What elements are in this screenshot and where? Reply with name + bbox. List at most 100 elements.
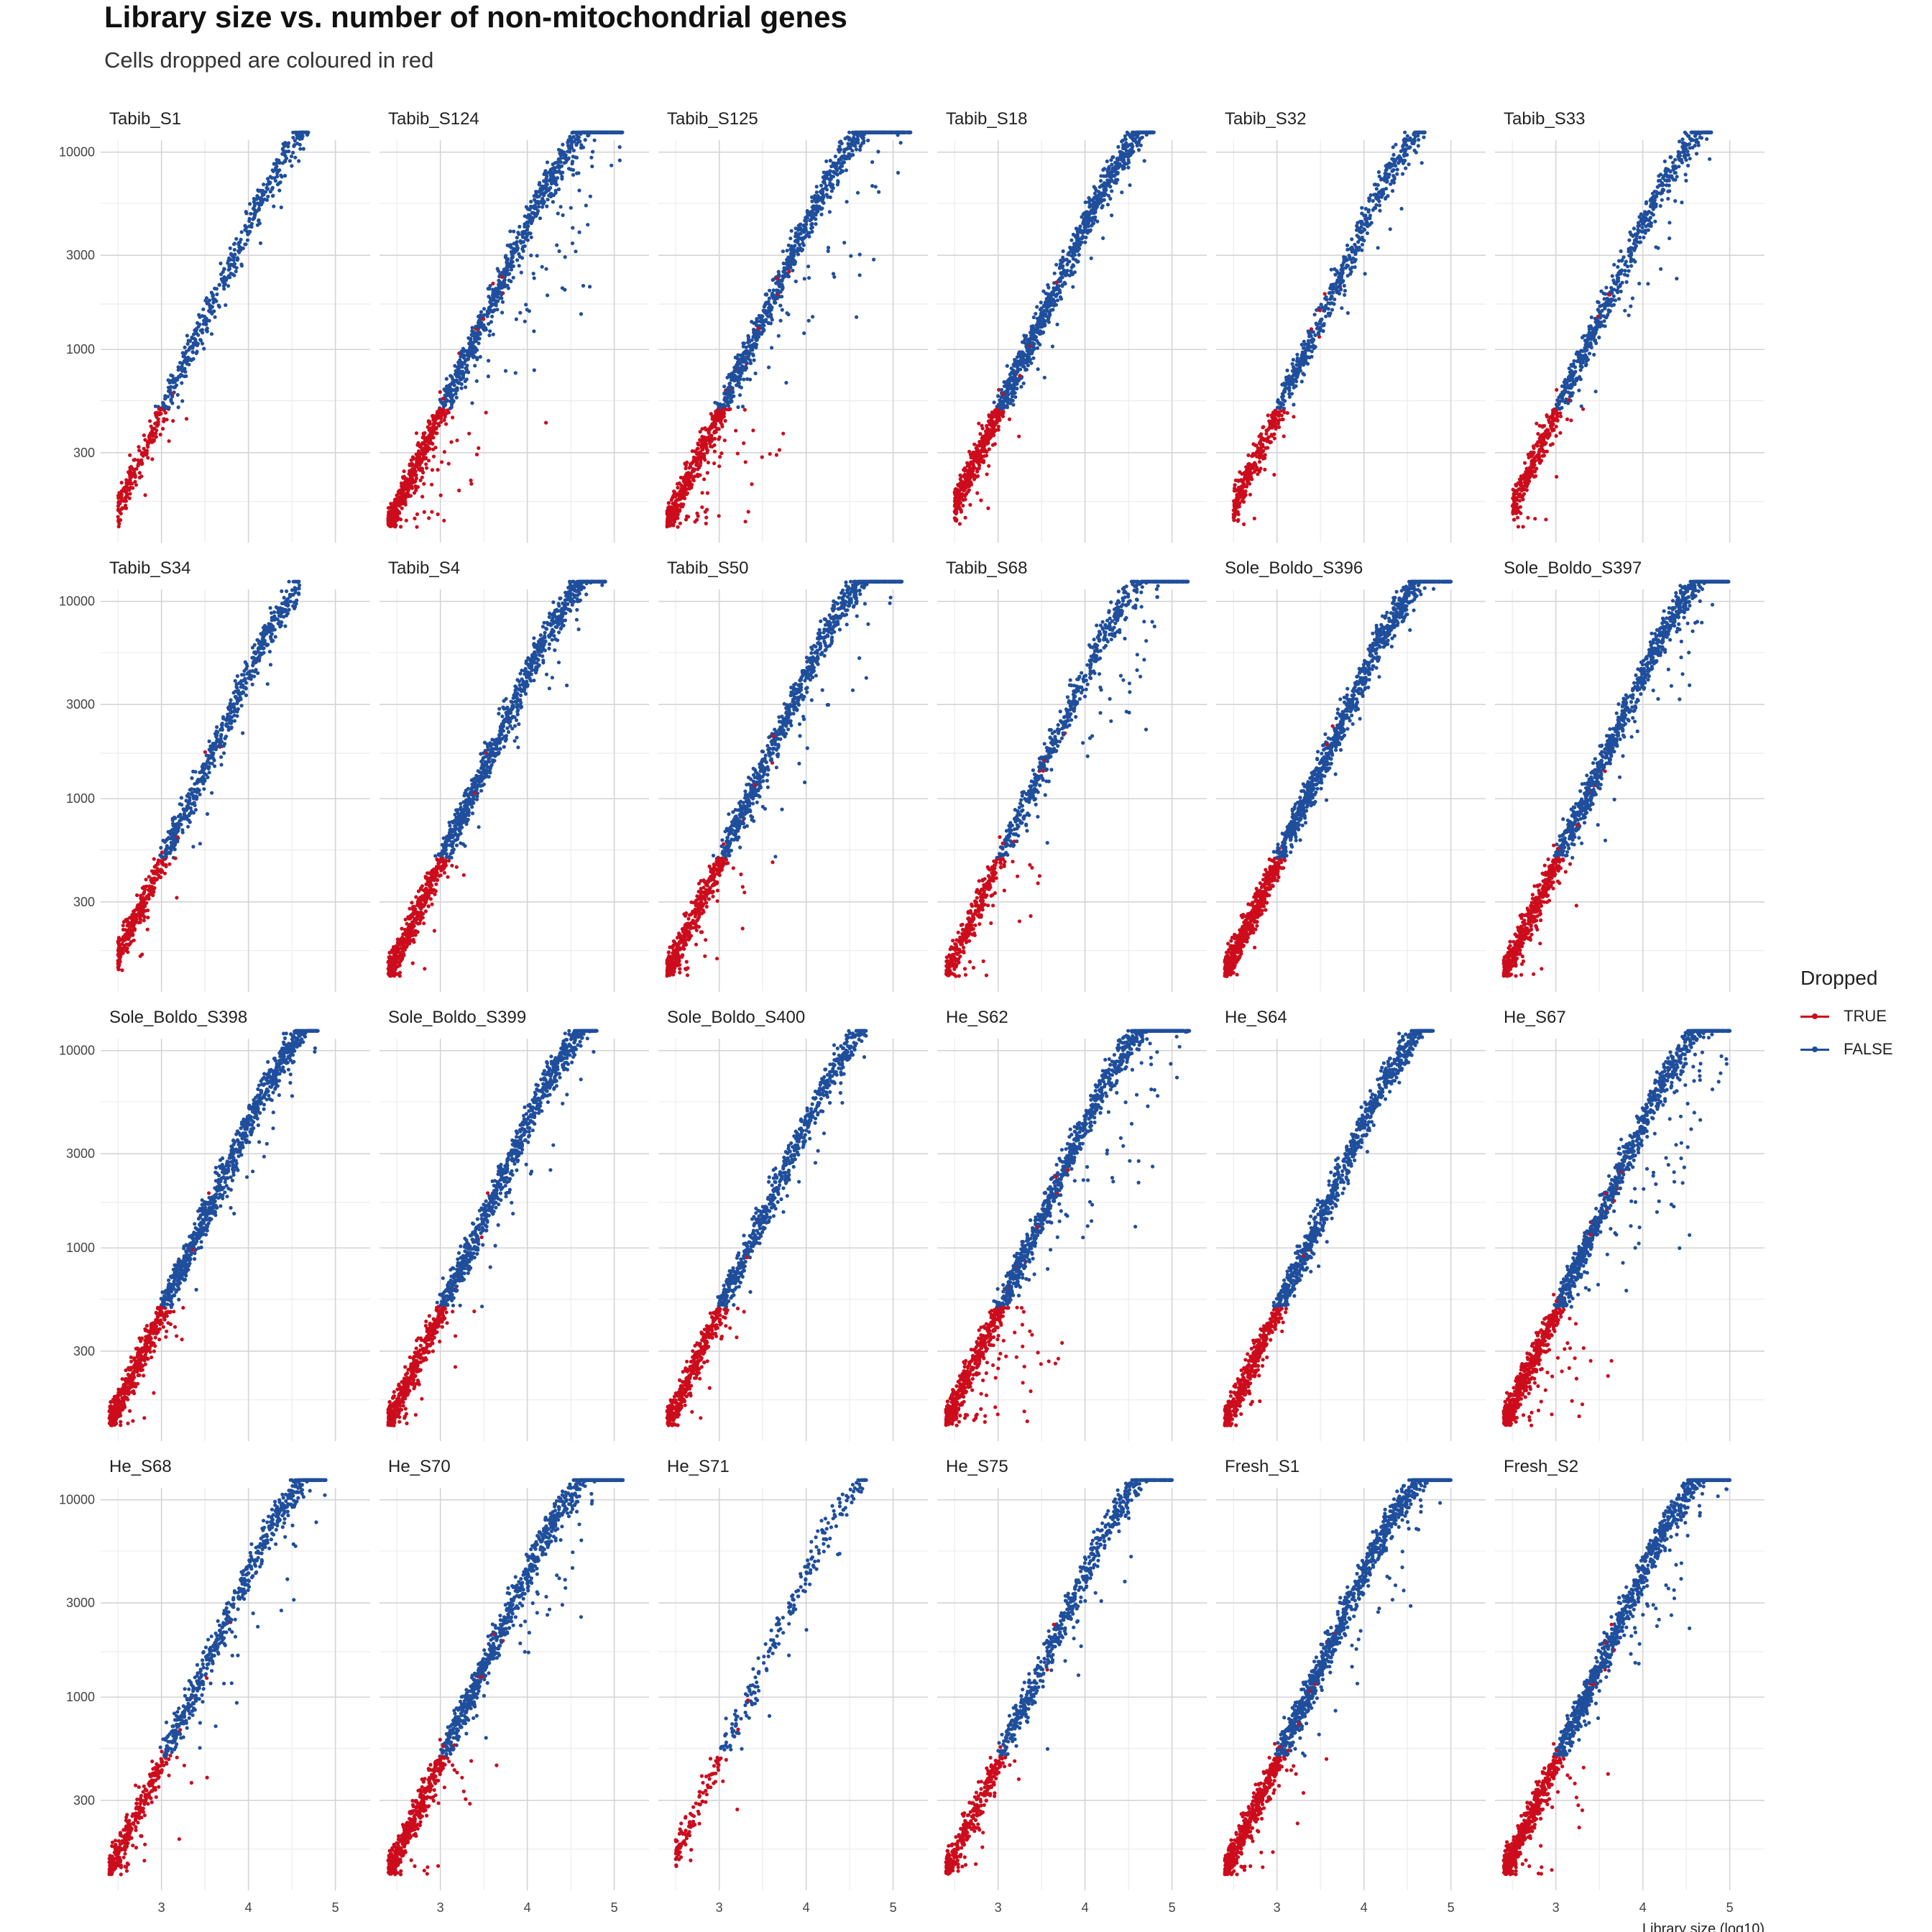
y-tick-label: 300 xyxy=(73,1793,95,1808)
panel-points xyxy=(1232,131,1427,526)
panel-he-s67: He_S67 xyxy=(1495,1008,1765,1441)
x-tick-label: 4 xyxy=(524,1900,531,1915)
panel-strip-label: He_S71 xyxy=(667,1457,730,1476)
panel-tabib-s68: Tabib_S68 xyxy=(937,558,1207,992)
x-axis-title: Library size (log10) xyxy=(1642,1921,1765,1932)
panel-strip-label: Tabib_S1 xyxy=(109,109,181,129)
x-tick-label: 3 xyxy=(437,1900,444,1915)
panel-points xyxy=(387,1029,599,1427)
panel-he-s75: He_S75 3 4 5 xyxy=(937,1457,1207,1915)
panel-fresh-s1: Fresh_S1 3 4 5 xyxy=(1216,1457,1486,1915)
legend-title: Dropped xyxy=(1800,967,1892,990)
x-tick-label: 5 xyxy=(890,1900,897,1915)
panel-points xyxy=(944,580,1190,978)
panel-points xyxy=(944,1029,1192,1427)
panel-strip-label: Fresh_S1 xyxy=(1225,1457,1300,1476)
panel-points xyxy=(387,131,625,529)
x-tick-label: 5 xyxy=(1726,1900,1734,1915)
panel-strip-label: He_S70 xyxy=(388,1457,451,1476)
panel-points xyxy=(116,580,302,972)
panel-sole-boldo-s397: Sole_Boldo_S397 xyxy=(1495,558,1765,992)
panel-strip-label: Tabib_S18 xyxy=(946,109,1027,129)
panel-points xyxy=(387,580,607,978)
panel-points xyxy=(1223,1478,1453,1877)
panel-strip-label: Tabib_S4 xyxy=(388,558,460,578)
x-tick-label: 4 xyxy=(245,1900,252,1915)
panel-tabib-s4: Tabib_S4 xyxy=(380,558,649,992)
panel-strip-label: He_S67 xyxy=(1504,1008,1566,1027)
panel-strip-label: Sole_Boldo_S400 xyxy=(667,1008,805,1027)
panel-he-s64: He_S64 xyxy=(1216,1008,1486,1441)
panel-points xyxy=(116,131,310,529)
panel-he-s62: He_S62 xyxy=(937,1008,1207,1441)
x-tick-label: 5 xyxy=(1169,1900,1176,1915)
y-tick-label: 1000 xyxy=(66,1241,95,1255)
panel-strip-label: Tabib_S33 xyxy=(1504,109,1585,129)
y-tick-label: 300 xyxy=(73,1344,95,1358)
panel-strip-label: Sole_Boldo_S397 xyxy=(1504,558,1642,578)
y-tick-label: 300 xyxy=(73,446,95,460)
y-tick-label: 1000 xyxy=(66,1690,95,1704)
y-tick-label: 3000 xyxy=(66,248,95,262)
panel-points xyxy=(1223,580,1453,978)
panel-points xyxy=(108,1478,328,1877)
x-tick-label: 4 xyxy=(1361,1900,1368,1915)
y-tick-label: 10000 xyxy=(59,594,95,609)
panel-points xyxy=(1502,1029,1732,1427)
panel-sole-boldo-s400: Sole_Boldo_S400 xyxy=(658,1008,928,1441)
y-tick-label: 10000 xyxy=(59,1493,95,1507)
panel-strip-label: Tabib_S34 xyxy=(109,558,190,578)
legend-item-true: TRUE xyxy=(1800,1000,1892,1033)
x-tick-label: 3 xyxy=(158,1900,165,1915)
panel-strip-label: Tabib_S32 xyxy=(1225,109,1306,129)
y-tick-label: 10000 xyxy=(59,1044,95,1058)
legend-key-true xyxy=(1800,1009,1829,1024)
y-tick-label: 3000 xyxy=(66,697,95,712)
y-tick-label: 300 xyxy=(73,895,95,909)
panel-sole-boldo-s399: Sole_Boldo_S399 xyxy=(380,1008,649,1441)
legend-key-false xyxy=(1800,1042,1829,1057)
x-tick-label: 3 xyxy=(1552,1900,1560,1915)
panel-strip-label: He_S68 xyxy=(109,1457,172,1476)
x-tick-label: 3 xyxy=(995,1900,1002,1915)
panel-strip-label: Tabib_S68 xyxy=(946,558,1027,578)
panel-points xyxy=(387,1478,625,1877)
x-tick-label: 4 xyxy=(803,1900,810,1915)
panel-tabib-s18: Tabib_S18 xyxy=(937,109,1207,543)
x-tick-label: 4 xyxy=(1639,1900,1647,1915)
x-tick-label: 3 xyxy=(1274,1900,1281,1915)
x-tick-label: 4 xyxy=(1082,1900,1089,1915)
x-tick-label: 3 xyxy=(716,1900,723,1915)
panel-strip-label: Tabib_S50 xyxy=(667,558,748,578)
panel-strip-label: He_S75 xyxy=(946,1457,1008,1476)
panel-points xyxy=(1511,131,1714,529)
legend-label-true: TRUE xyxy=(1844,1007,1887,1026)
legend: Dropped TRUE FALSE xyxy=(1800,967,1892,1066)
panel-strip-label: Sole_Boldo_S396 xyxy=(1225,558,1363,578)
legend-item-false: FALSE xyxy=(1800,1033,1892,1066)
panel-sole-boldo-s396: Sole_Boldo_S396 xyxy=(1216,558,1486,992)
panel-he-s71: He_S71 3 4 5 xyxy=(658,1457,928,1915)
panel-tabib-s50: Tabib_S50 xyxy=(658,558,928,992)
y-tick-label: 10000 xyxy=(59,145,95,160)
panel-points xyxy=(953,131,1156,526)
legend-label-false: FALSE xyxy=(1844,1040,1892,1059)
panel-points xyxy=(108,1029,320,1427)
panel-points xyxy=(944,1478,1174,1876)
panel-strip-label: Tabib_S124 xyxy=(388,109,479,129)
y-tick-label: 3000 xyxy=(66,1596,95,1610)
panel-points xyxy=(666,1029,868,1427)
panel-tabib-s124: Tabib_S124 xyxy=(380,109,649,543)
facet-scatter-chart: Tabib_S1 300 1000 3000 10000 Tabib_S124 Tabib_… xyxy=(0,0,1788,1932)
x-tick-label: 5 xyxy=(1448,1900,1455,1915)
panel-points xyxy=(666,580,904,978)
panel-tabib-s32: Tabib_S32 xyxy=(1216,109,1486,543)
panel-points xyxy=(666,131,913,529)
panel-points xyxy=(1502,580,1731,978)
panel-strip-label: Sole_Boldo_S398 xyxy=(109,1008,247,1027)
